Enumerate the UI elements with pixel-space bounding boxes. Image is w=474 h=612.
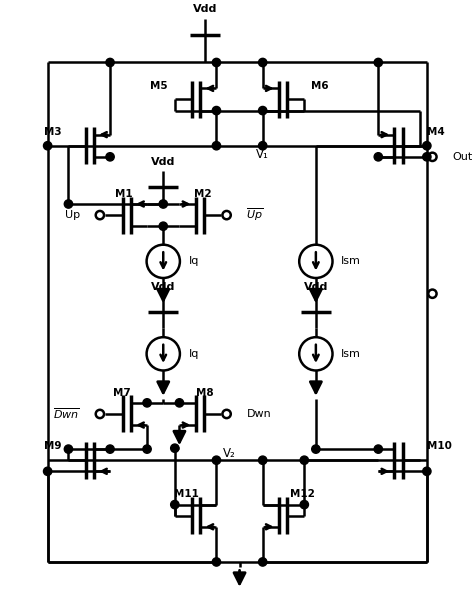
Circle shape (64, 200, 73, 208)
Text: M11: M11 (174, 488, 199, 499)
Circle shape (212, 456, 220, 465)
Circle shape (423, 152, 431, 161)
Text: M8: M8 (196, 388, 214, 398)
Text: M4: M4 (427, 127, 445, 137)
Text: M5: M5 (150, 81, 168, 91)
Circle shape (300, 501, 309, 509)
Text: Dwn: Dwn (246, 409, 271, 419)
Text: $\overline{Dwn}$: $\overline{Dwn}$ (53, 406, 80, 421)
Circle shape (44, 141, 52, 150)
Text: Vdd: Vdd (304, 282, 328, 292)
Text: Ism: Ism (341, 349, 361, 359)
Circle shape (175, 398, 183, 407)
Circle shape (300, 456, 309, 465)
Circle shape (258, 141, 267, 150)
Text: M6: M6 (311, 81, 329, 91)
Text: M9: M9 (44, 441, 62, 451)
Text: M10: M10 (427, 441, 452, 451)
Text: Out: Out (452, 152, 473, 162)
Circle shape (312, 445, 320, 453)
Circle shape (423, 141, 431, 150)
Text: Vdd: Vdd (193, 4, 217, 14)
Text: M1: M1 (115, 189, 133, 200)
Circle shape (159, 222, 167, 230)
Circle shape (106, 152, 114, 161)
Text: V₂: V₂ (223, 447, 236, 460)
Circle shape (258, 58, 267, 67)
Circle shape (258, 558, 267, 566)
Circle shape (374, 58, 383, 67)
Circle shape (44, 467, 52, 476)
Circle shape (159, 200, 167, 208)
Circle shape (374, 152, 383, 161)
Text: Ism: Ism (341, 256, 361, 266)
Circle shape (212, 141, 220, 150)
Circle shape (423, 467, 431, 476)
Text: Iq: Iq (189, 349, 199, 359)
Circle shape (106, 445, 114, 453)
Text: M12: M12 (290, 488, 314, 499)
Circle shape (106, 58, 114, 67)
Circle shape (171, 444, 179, 452)
Text: Iq: Iq (189, 256, 199, 266)
Circle shape (171, 501, 179, 509)
Text: Vdd: Vdd (151, 157, 175, 167)
Circle shape (212, 106, 220, 114)
Circle shape (143, 445, 151, 453)
Circle shape (258, 106, 267, 114)
Text: Up: Up (65, 210, 80, 220)
Text: M7: M7 (113, 388, 130, 398)
Circle shape (212, 558, 220, 566)
Text: $\overline{Up}$: $\overline{Up}$ (246, 207, 264, 223)
Text: V₁: V₁ (256, 147, 269, 160)
Text: M3: M3 (44, 127, 62, 137)
Circle shape (258, 456, 267, 465)
Circle shape (64, 445, 73, 453)
Text: M2: M2 (194, 189, 211, 200)
Circle shape (374, 445, 383, 453)
Text: Vdd: Vdd (151, 282, 175, 292)
Circle shape (143, 398, 151, 407)
Circle shape (212, 58, 220, 67)
